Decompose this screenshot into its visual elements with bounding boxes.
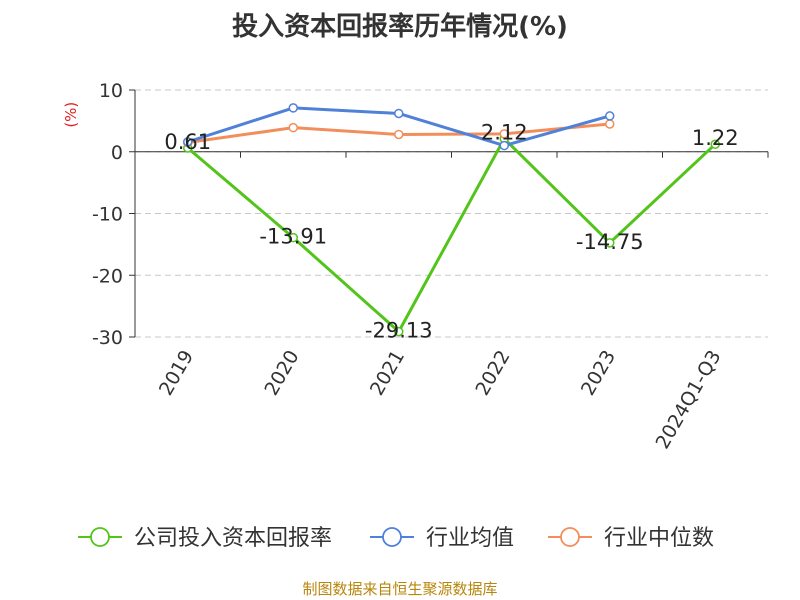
x-tick-label: 2021 bbox=[366, 347, 409, 400]
data-label: -13.91 bbox=[259, 225, 327, 249]
series-layer bbox=[183, 103, 720, 337]
y-tick-label: -30 bbox=[92, 327, 123, 349]
chart-title: 投入资本回报率历年情况(%) bbox=[232, 12, 568, 42]
y-axis-label: (%) bbox=[62, 102, 80, 128]
data-point bbox=[499, 140, 509, 151]
data-label: -29.13 bbox=[365, 319, 433, 343]
legend-label: 行业均值 bbox=[426, 526, 514, 551]
legend: 公司投入资本回报率 行业均值 行业中位数 bbox=[78, 526, 714, 551]
legend-label: 行业中位数 bbox=[604, 526, 714, 551]
x-tick-label: 2020 bbox=[260, 347, 303, 400]
data-point bbox=[183, 137, 193, 147]
data-label: 0.61 bbox=[164, 130, 211, 154]
source-note: 制图数据来自恒生聚源数据库 bbox=[302, 580, 498, 598]
data-point bbox=[605, 111, 615, 121]
data-point bbox=[605, 119, 615, 129]
data-label: 2.12 bbox=[481, 121, 528, 145]
legend-marker bbox=[90, 527, 110, 547]
x-tick-label: 2023 bbox=[577, 347, 620, 400]
data-label: -14.75 bbox=[576, 230, 644, 254]
data-point bbox=[288, 122, 298, 133]
data-label-layer: 0.61 -13.91 -29.13 2.12 -14.75 1.22 bbox=[164, 121, 738, 343]
data-point bbox=[710, 139, 720, 149]
data-point bbox=[394, 108, 404, 119]
legend-marker bbox=[382, 527, 402, 547]
y-tick-label: 0 bbox=[111, 142, 123, 164]
legend-marker bbox=[560, 527, 580, 547]
y-tick-label: -10 bbox=[92, 204, 123, 226]
data-point bbox=[288, 232, 298, 243]
x-tick-label: 2022 bbox=[471, 347, 514, 400]
data-label: 1.22 bbox=[692, 126, 739, 150]
series-line bbox=[186, 137, 717, 334]
data-point bbox=[288, 103, 298, 113]
data-point bbox=[394, 129, 404, 140]
data-point bbox=[499, 129, 509, 139]
x-tick-label: 2019 bbox=[155, 347, 198, 400]
data-point bbox=[394, 326, 404, 337]
y-tick-label: -20 bbox=[92, 265, 123, 287]
legend-label: 公司投入资本回报率 bbox=[134, 526, 332, 551]
x-tick-label: 2024Q1-Q3 bbox=[652, 347, 726, 453]
y-tick-label: 10 bbox=[99, 80, 123, 102]
data-point bbox=[605, 238, 615, 248]
